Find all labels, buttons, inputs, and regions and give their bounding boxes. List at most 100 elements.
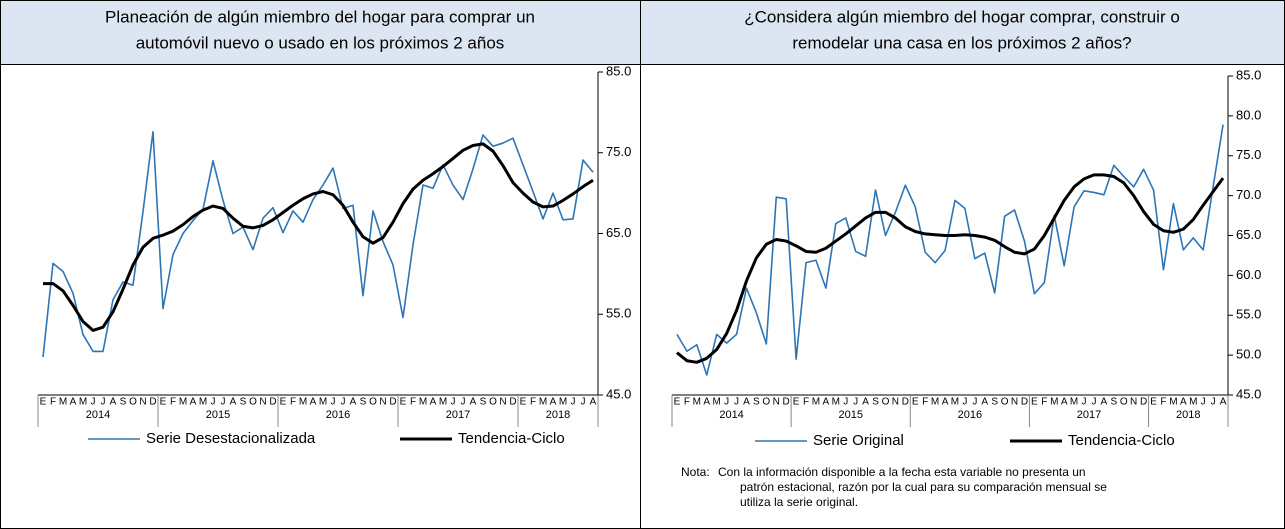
x-tick-label: M bbox=[1050, 397, 1058, 408]
x-tick-label: A bbox=[350, 397, 357, 408]
y-tick-label: 50.0 bbox=[1236, 347, 1261, 362]
x-tick-label: N bbox=[1011, 397, 1018, 408]
x-tick-label: M bbox=[693, 397, 701, 408]
x-tick-label: J bbox=[101, 397, 106, 408]
x-tick-label: A bbox=[550, 397, 557, 408]
y-tick-label: 60.0 bbox=[1236, 267, 1261, 282]
x-tick-label: M bbox=[299, 397, 307, 408]
x-tick-label: A bbox=[70, 397, 77, 408]
x-tick-label: J bbox=[451, 397, 456, 408]
legend-label: Serie Original bbox=[813, 432, 904, 449]
chart-title: ¿Considera algún miembro del hogar compr… bbox=[744, 7, 1180, 26]
year-label: 2016 bbox=[958, 409, 982, 421]
x-tick-label: A bbox=[190, 397, 197, 408]
x-tick-label: D bbox=[1140, 397, 1147, 408]
x-tick-label: A bbox=[230, 397, 237, 408]
x-tick-label: J bbox=[724, 397, 729, 408]
x-tick-label: J bbox=[221, 397, 226, 408]
x-tick-label: O bbox=[1120, 397, 1128, 408]
x-tick-label: J bbox=[461, 397, 466, 408]
x-tick-label: O bbox=[369, 397, 377, 408]
x-tick-label: A bbox=[1180, 397, 1187, 408]
x-tick-label: E bbox=[912, 397, 919, 408]
year-label: 2018 bbox=[546, 409, 570, 421]
x-tick-label: O bbox=[762, 397, 770, 408]
x-tick-label: M bbox=[59, 397, 67, 408]
y-tick-label: 70.0 bbox=[1236, 187, 1261, 202]
x-tick-label: A bbox=[590, 397, 597, 408]
x-tick-label: J bbox=[1201, 397, 1206, 408]
x-tick-label: F bbox=[1160, 397, 1166, 408]
x-tick-label: D bbox=[149, 397, 156, 408]
x-tick-label: N bbox=[259, 397, 266, 408]
x-tick-label: N bbox=[379, 397, 386, 408]
x-tick-label: A bbox=[310, 397, 317, 408]
x-tick-label: N bbox=[773, 397, 780, 408]
x-tick-label: J bbox=[843, 397, 848, 408]
x-tick-label: J bbox=[211, 397, 216, 408]
year-label: 2018 bbox=[1176, 409, 1200, 421]
left-panel bbox=[0, 0, 641, 529]
chart-title: remodelar una casa en los próximos 2 año… bbox=[792, 33, 1131, 52]
legend-label: Tendencia-Ciclo bbox=[1068, 432, 1175, 449]
x-tick-label: S bbox=[753, 397, 760, 408]
x-tick-label: M bbox=[1169, 397, 1177, 408]
x-tick-label: F bbox=[290, 397, 296, 408]
x-tick-label: J bbox=[331, 397, 336, 408]
x-tick-label: F bbox=[170, 397, 176, 408]
x-tick-label: D bbox=[902, 397, 909, 408]
y-tick-label: 65.0 bbox=[606, 225, 631, 240]
x-tick-label: E bbox=[160, 397, 167, 408]
x-tick-label: O bbox=[1001, 397, 1009, 408]
x-tick-label: J bbox=[571, 397, 576, 408]
legend-label: Tendencia-Ciclo bbox=[458, 430, 565, 447]
x-tick-label: D bbox=[1021, 397, 1028, 408]
x-tick-label: E bbox=[1150, 397, 1157, 408]
x-tick-label: D bbox=[509, 397, 516, 408]
x-tick-label: O bbox=[129, 397, 137, 408]
chart-title: Planeación de algún miembro del hogar pa… bbox=[105, 7, 535, 26]
x-tick-label: A bbox=[430, 397, 437, 408]
x-tick-label: A bbox=[110, 397, 117, 408]
x-tick-label: J bbox=[581, 397, 586, 408]
note-line: patrón estacional, razón por la cual par… bbox=[740, 480, 1107, 494]
y-tick-label: 45.0 bbox=[606, 386, 631, 401]
year-label: 2015 bbox=[838, 409, 862, 421]
x-tick-label: S bbox=[480, 397, 487, 408]
series-line bbox=[42, 130, 594, 358]
x-tick-label: M bbox=[559, 397, 567, 408]
right-panel bbox=[640, 0, 1285, 529]
x-tick-label: M bbox=[439, 397, 447, 408]
x-tick-label: A bbox=[1101, 397, 1108, 408]
x-tick-label: E bbox=[520, 397, 527, 408]
y-tick-label: 55.0 bbox=[606, 306, 631, 321]
x-tick-label: M bbox=[1189, 397, 1197, 408]
x-tick-label: N bbox=[1130, 397, 1137, 408]
chart-title: automóvil nuevo o usado en los próximos … bbox=[136, 33, 505, 52]
x-tick-label: M bbox=[1070, 397, 1078, 408]
x-tick-label: F bbox=[684, 397, 690, 408]
header-band bbox=[0, 0, 1285, 64]
x-tick-label: J bbox=[734, 397, 739, 408]
x-tick-label: M bbox=[832, 397, 840, 408]
x-tick-label: F bbox=[922, 397, 928, 408]
y-tick-label: 55.0 bbox=[1236, 307, 1261, 322]
x-tick-label: F bbox=[803, 397, 809, 408]
y-tick-label: 65.0 bbox=[1236, 227, 1261, 242]
x-tick-label: N bbox=[892, 397, 899, 408]
series-line bbox=[43, 142, 594, 332]
x-tick-label: J bbox=[853, 397, 858, 408]
x-tick-label: F bbox=[530, 397, 536, 408]
x-tick-label: A bbox=[703, 397, 710, 408]
x-tick-label: E bbox=[280, 397, 287, 408]
x-tick-label: J bbox=[972, 397, 977, 408]
x-tick-label: E bbox=[1031, 397, 1038, 408]
note-line: Con la información disponible a la fecha… bbox=[718, 465, 1086, 479]
year-label: 2014 bbox=[86, 409, 110, 421]
x-tick-label: S bbox=[991, 397, 998, 408]
x-tick-label: M bbox=[713, 397, 721, 408]
x-tick-label: N bbox=[499, 397, 506, 408]
x-tick-label: J bbox=[962, 397, 967, 408]
x-tick-label: J bbox=[1091, 397, 1096, 408]
